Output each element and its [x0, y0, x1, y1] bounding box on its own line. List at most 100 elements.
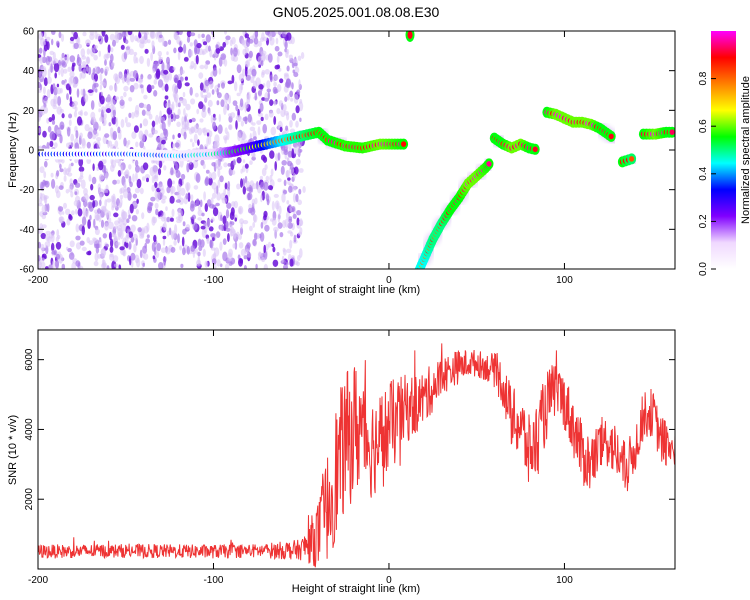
noise-speck: [161, 36, 165, 46]
noise-speck: [181, 173, 186, 180]
noise-speck: [211, 171, 217, 180]
noise-speck: [273, 100, 277, 106]
noise-speck: [238, 242, 244, 249]
noise-speck: [128, 241, 132, 250]
noise-speck: [177, 233, 180, 244]
noise-speck: [254, 31, 259, 39]
noise-speck: [193, 124, 199, 134]
noise-speck: [183, 108, 186, 116]
noise-speck: [228, 113, 232, 117]
noise-speck: [186, 162, 190, 173]
noise-speck: [135, 141, 139, 148]
noise-speck: [150, 196, 156, 202]
noise-speck: [148, 133, 154, 138]
noise-speck: [245, 67, 248, 77]
noise-speck: [297, 199, 303, 206]
noise-speck: [185, 103, 191, 111]
colorbar-gradient: [711, 31, 736, 269]
noise-speck: [259, 102, 264, 112]
noise-speck: [224, 182, 228, 190]
noise-speck: [171, 180, 175, 185]
noise-speck: [284, 40, 288, 50]
noise-speck: [142, 34, 148, 44]
noise-speck: [223, 93, 229, 103]
noise-speck: [294, 145, 300, 156]
noise-speck: [212, 236, 215, 242]
noise-speck: [219, 175, 224, 183]
noise-speck: [192, 160, 199, 169]
noise-speck: [232, 47, 238, 57]
noise-speck: [121, 31, 127, 38]
colorbar-label: Normalized spectral amplitude: [740, 76, 750, 224]
noise-speck: [192, 222, 198, 231]
noise-speck: [94, 252, 99, 262]
noise-speck: [161, 139, 166, 145]
noise-speck: [174, 32, 178, 41]
noise-speck: [227, 80, 233, 85]
noise-speck: [191, 214, 196, 220]
noise-speck: [265, 175, 270, 181]
noise-speck: [170, 246, 176, 253]
noise-speck: [208, 177, 213, 186]
noise-speck: [51, 260, 55, 269]
noise-speck: [153, 79, 158, 85]
noise-speck: [71, 31, 74, 35]
noise-speck: [141, 266, 144, 269]
noise-speck: [203, 127, 207, 136]
snr-x-tick-label: -100: [203, 575, 223, 586]
noise-speck: [110, 164, 115, 172]
noise-speck: [223, 188, 227, 197]
noise-speck: [274, 229, 277, 239]
noise-speck: [166, 230, 170, 237]
noise-speck: [244, 116, 248, 125]
noise-speck: [40, 261, 46, 269]
noise-speck: [248, 203, 252, 210]
noise-speck: [286, 200, 290, 205]
noise-speck: [161, 61, 165, 72]
noise-speck: [108, 122, 112, 127]
noise-speck: [269, 36, 275, 46]
noise-speck: [270, 126, 277, 136]
noise-speck: [60, 60, 66, 66]
noise-speck: [234, 81, 238, 92]
noise-speck: [287, 150, 293, 158]
noise-speck: [51, 113, 55, 122]
snr-axes: -200 -100 0 100 2000 4000 6000: [24, 330, 675, 586]
noise-speck: [51, 31, 56, 35]
noise-speck: [53, 142, 58, 149]
noise-speck: [172, 113, 177, 122]
ridge-core: [532, 146, 538, 153]
noise-speck: [56, 129, 62, 134]
noise-speck: [77, 177, 82, 183]
noise-speck: [87, 219, 91, 230]
noise-speck: [45, 230, 51, 235]
noise-speck: [224, 127, 228, 134]
noise-speck: [194, 202, 198, 207]
noise-speck: [38, 54, 42, 58]
noise-speck: [73, 31, 78, 40]
noise-speck: [89, 194, 95, 201]
noise-speck: [173, 47, 177, 54]
noise-speck: [269, 174, 273, 183]
noise-speck: [44, 241, 51, 248]
noise-speck: [286, 32, 292, 41]
noise-speck: [244, 163, 249, 169]
noise-speck: [165, 206, 168, 212]
noise-speck: [130, 252, 136, 261]
noise-speck: [76, 116, 83, 126]
noise-speck: [262, 123, 268, 134]
noise-speck: [100, 219, 105, 228]
noise-speck: [151, 242, 156, 252]
noise-speck: [88, 174, 92, 182]
noise-speck: [87, 131, 93, 139]
noise-speck: [220, 53, 227, 60]
noise-speck: [276, 64, 281, 69]
noise-speck: [68, 76, 73, 86]
noise-speck: [74, 106, 78, 112]
noise-speck: [123, 188, 129, 199]
noise-speck: [131, 131, 137, 139]
noise-speck: [248, 50, 253, 59]
noise-speck: [251, 122, 256, 126]
noise-speck: [272, 86, 278, 95]
